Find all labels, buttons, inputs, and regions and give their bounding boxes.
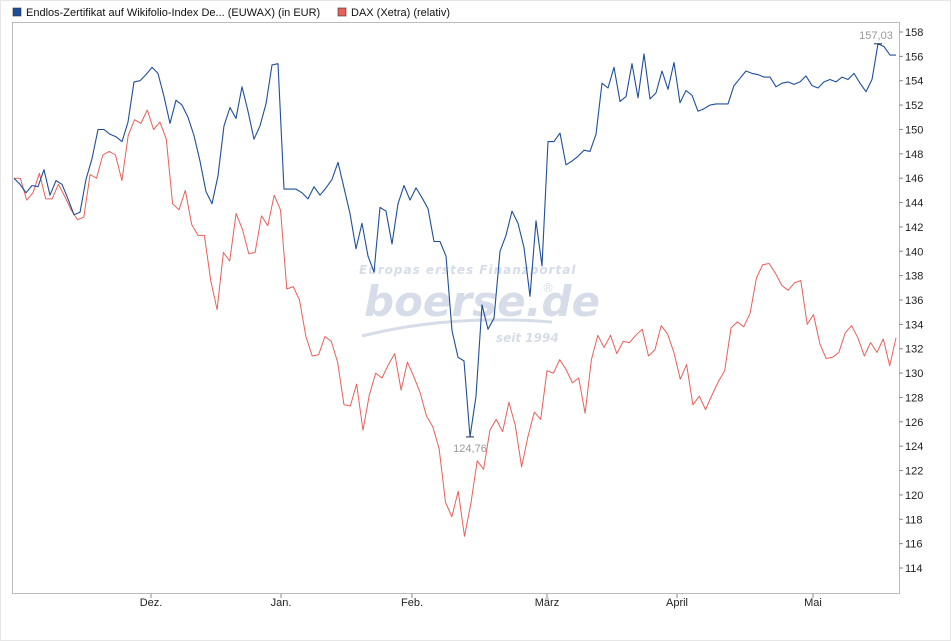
- y-tick-label: 114: [905, 563, 923, 575]
- watermark-registered: ®: [542, 281, 554, 295]
- watermark-tagline: Europas erstes Finanzportal: [359, 263, 576, 277]
- x-tick-label: Jan.: [271, 597, 292, 609]
- legend-label-series1: Endlos-Zertifikat auf Wikifolio-Index De…: [26, 7, 320, 19]
- y-tick-label: 130: [905, 368, 923, 380]
- y-tick-label: 120: [905, 490, 923, 502]
- y-tick-label: 150: [905, 124, 923, 136]
- y-tick-label: 152: [905, 100, 923, 112]
- x-tick-label: Dez.: [140, 597, 163, 609]
- watermark-since: seit 1994: [496, 331, 559, 345]
- y-tick-label: 156: [905, 51, 923, 63]
- legend-item-series2[interactable]: DAX (Xetra) (relativ): [337, 7, 450, 19]
- legend-item-series1[interactable]: Endlos-Zertifikat auf Wikifolio-Index De…: [12, 7, 320, 19]
- y-tick-label: 138: [905, 271, 923, 283]
- x-axis: Dez. Jan. Feb. März April Mai: [140, 594, 822, 609]
- y-tick-label: 122: [905, 466, 923, 478]
- y-tick-label: 128: [905, 392, 923, 404]
- y-tick-label: 148: [905, 149, 923, 161]
- y-tick-label: 142: [905, 222, 923, 234]
- watermark-swoosh: [361, 318, 553, 338]
- x-tick-label: April: [666, 597, 688, 609]
- y-tick-label: 132: [905, 344, 923, 356]
- x-tick-label: Mai: [804, 597, 822, 609]
- legend-swatch-series2: [337, 7, 347, 17]
- y-tick-label: 154: [905, 76, 923, 88]
- series-line-zertifikat: [13, 43, 896, 438]
- y-tick-label: 146: [905, 173, 923, 185]
- x-tick-label: Feb.: [401, 597, 423, 609]
- y-tick-label: 116: [905, 539, 923, 551]
- min-value-label: 124,76: [453, 443, 487, 455]
- y-tick-label: 118: [905, 514, 923, 526]
- watermark: Europas erstes Finanzportal boerse.de ® …: [359, 263, 600, 345]
- y-axis: 114 116 118 120 122 124 126 128 130 132 134 136 138 1…: [899, 27, 923, 575]
- min-marker: 124,76: [453, 436, 487, 455]
- watermark-brand: boerse.de: [364, 277, 600, 326]
- y-tick-label: 140: [905, 246, 923, 258]
- legend: Endlos-Zertifikat auf Wikifolio-Index De…: [12, 7, 450, 19]
- y-tick-label: 134: [905, 319, 923, 331]
- x-tick-label: März: [535, 597, 559, 609]
- legend-swatch-series1: [12, 7, 22, 17]
- y-tick-label: 158: [905, 27, 923, 39]
- y-tick-label: 126: [905, 417, 923, 429]
- series-line-dax: [14, 109, 897, 537]
- y-tick-label: 144: [905, 198, 923, 210]
- max-marker: 157,03: [859, 30, 893, 45]
- y-tick-label: 136: [905, 295, 923, 307]
- legend-label-series2: DAX (Xetra) (relativ): [351, 7, 450, 19]
- max-value-label: 157,03: [859, 30, 893, 42]
- y-tick-label: 124: [905, 441, 923, 453]
